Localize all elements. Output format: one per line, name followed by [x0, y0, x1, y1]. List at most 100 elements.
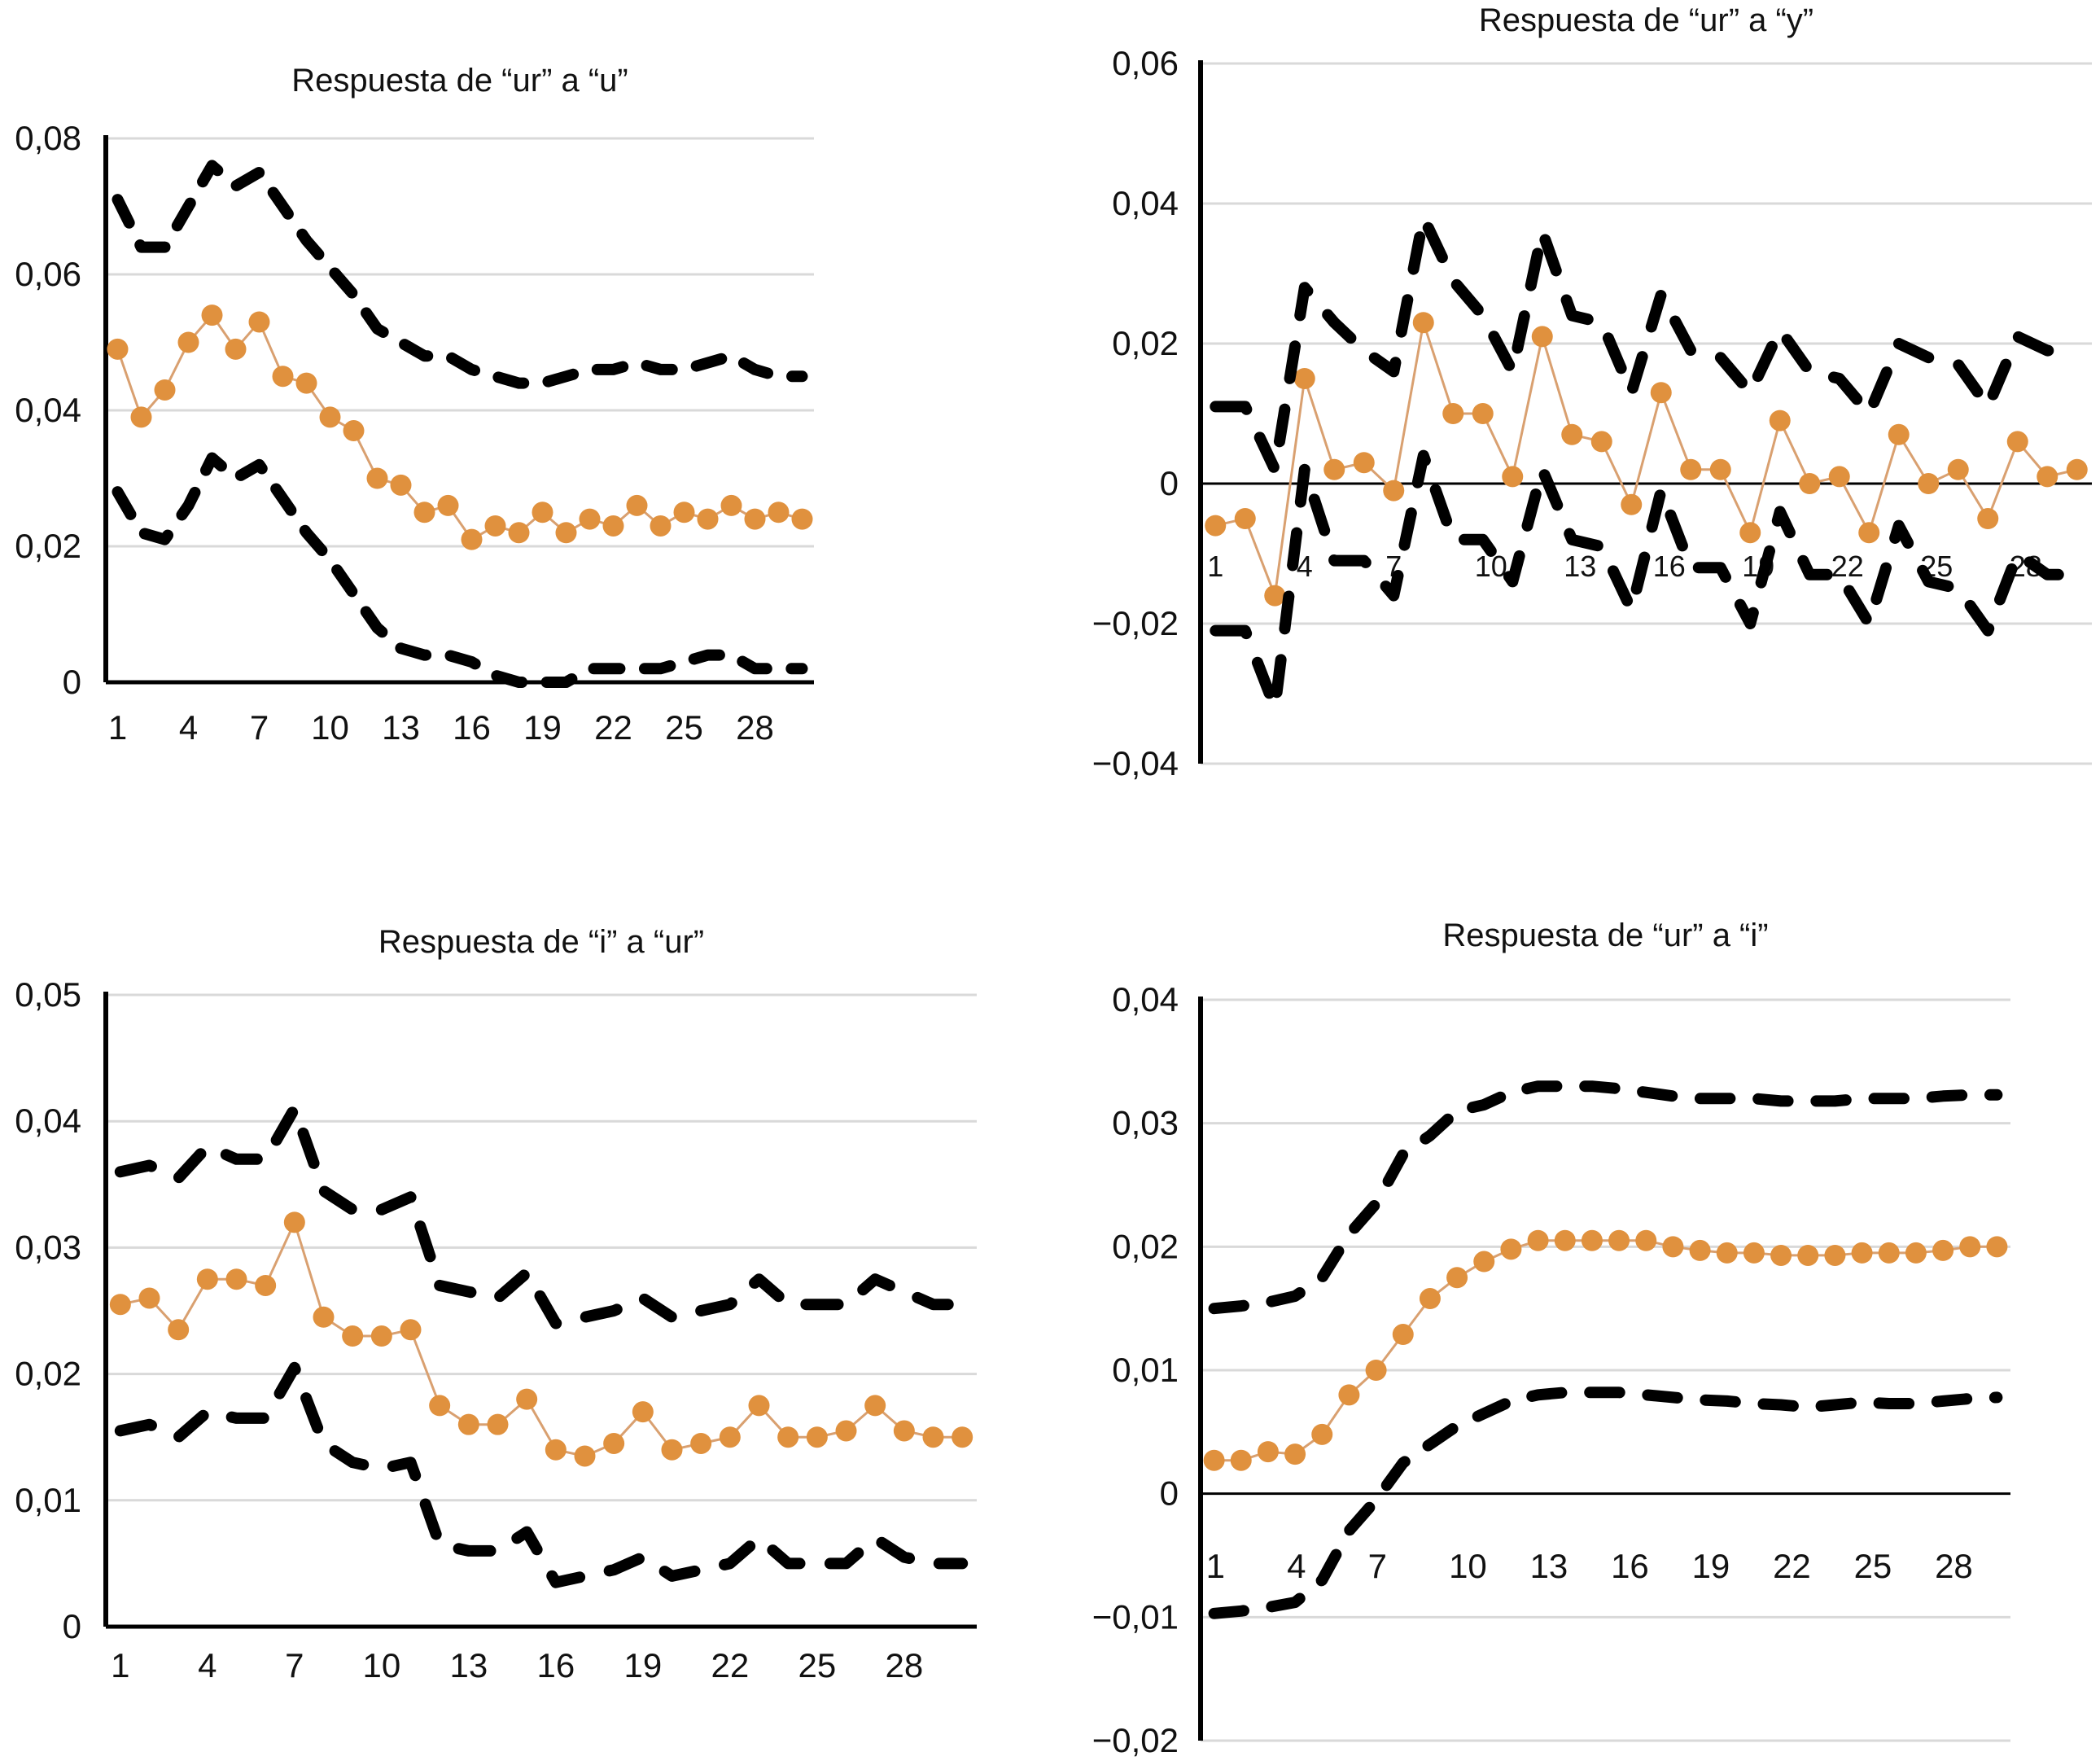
response-point — [343, 420, 365, 442]
x-tick-label: 13 — [1564, 550, 1596, 583]
response-point — [400, 1319, 422, 1341]
response-point — [461, 528, 483, 550]
response-point — [1383, 480, 1405, 502]
chart-title: Respuesta de “ur” a “u” — [291, 63, 628, 99]
response-point — [1905, 1242, 1927, 1264]
x-tick-label: 22 — [1831, 550, 1864, 583]
response-point — [1743, 1242, 1765, 1264]
response-point — [1824, 1244, 1846, 1266]
y-tick-label: 0 — [1160, 1474, 1179, 1513]
lower-band-line — [1210, 449, 2083, 714]
response-point — [673, 502, 695, 523]
response-point — [1959, 1236, 1981, 1258]
response-point — [1561, 423, 1583, 445]
response-point — [1932, 1239, 1954, 1261]
response-point — [650, 515, 672, 537]
response-point — [516, 1388, 538, 1410]
response-point — [130, 406, 152, 428]
response-point — [457, 1413, 479, 1435]
response-point — [1590, 431, 1612, 453]
lower-band-line — [114, 1361, 969, 1588]
y-tick-label: 0,02 — [1112, 1227, 1179, 1265]
y-tick-label: −0,04 — [1092, 744, 1179, 782]
response-point — [1365, 1360, 1387, 1381]
x-tick-label: 16 — [1653, 550, 1686, 583]
response-point — [719, 1426, 741, 1448]
response-point — [1264, 585, 1286, 607]
response-point — [1977, 508, 1999, 529]
chart-panel-ur-u: Respuesta de “ur” a “u” 0 0,02 0,04 0,06 0,08… — [0, 33, 855, 765]
response-point — [720, 494, 742, 516]
chart-title: Respuesta de “ur” a “y” — [1479, 2, 1813, 38]
chart-svg: Respuesta de “i” a “ur” 0 0,01 0,02 0,03 0,04… — [15, 924, 977, 1684]
x-tick-label: 19 — [623, 1646, 662, 1684]
response-point — [1797, 1244, 1819, 1266]
response-point — [1888, 423, 1910, 445]
x-tick-label: 28 — [1935, 1547, 1973, 1585]
response-point — [1878, 1242, 1900, 1264]
x-tick-label: 10 — [1449, 1547, 1487, 1585]
response-point — [602, 515, 624, 537]
response-point — [1947, 458, 1969, 480]
response-point — [748, 1395, 770, 1417]
response-line — [1214, 1239, 1997, 1462]
response-point — [107, 338, 129, 360]
response-point — [1293, 368, 1315, 389]
x-tick-label: 1 — [111, 1646, 129, 1684]
x-tick-label: 19 — [523, 708, 562, 747]
response-point — [1739, 522, 1761, 544]
x-tick-label: 28 — [885, 1646, 923, 1684]
chart-svg: Respuesta de “ur” a “u” 0 0,02 0,04 0,06 0,08… — [15, 63, 814, 747]
response-point — [864, 1395, 886, 1417]
response-point — [1608, 1229, 1630, 1251]
response-point — [690, 1432, 712, 1454]
response-point — [1554, 1229, 1576, 1251]
response-point — [1918, 473, 1940, 494]
lower-band-line — [1208, 1386, 2003, 1619]
response-point — [545, 1439, 567, 1461]
response-point — [893, 1420, 915, 1442]
response-point — [1338, 1384, 1360, 1406]
response-point — [806, 1426, 828, 1448]
y-tick-label: 0,06 — [1112, 44, 1179, 82]
response-line — [116, 313, 803, 541]
x-tick-label: 22 — [711, 1646, 749, 1684]
response-point — [768, 502, 790, 523]
x-tick-label: 28 — [736, 708, 774, 747]
x-tick-label: 4 — [198, 1646, 217, 1684]
response-point — [1473, 1251, 1495, 1273]
response-point — [1203, 1449, 1225, 1471]
response-point — [154, 379, 176, 401]
response-point — [484, 515, 506, 537]
response-point — [508, 522, 530, 544]
response-point — [1527, 1229, 1549, 1251]
response-point — [370, 1325, 392, 1347]
response-point — [1986, 1236, 2008, 1258]
response-point — [1650, 382, 1672, 404]
response-point — [201, 304, 223, 326]
response-point — [390, 474, 412, 496]
response-point — [272, 366, 294, 388]
y-tick-label: 0,05 — [15, 975, 81, 1014]
response-point — [744, 508, 766, 530]
y-tick-label: 0 — [63, 1607, 81, 1645]
x-tick-label: 19 — [1692, 1547, 1730, 1585]
chart-panel-i-ur: Respuesta de “i” a “ur” 0 0,01 0,02 0,03 0,04… — [0, 896, 1017, 1710]
response-point — [177, 331, 199, 353]
x-tick-label: 10 — [362, 1646, 400, 1684]
y-tick-label: 0 — [1160, 464, 1179, 502]
response-point — [626, 494, 648, 516]
chart-panel-ur-i: Respuesta de “ur” a “i” −0,02 −0,01 0 0,01 0,… — [1050, 896, 2100, 1759]
response-point — [295, 372, 317, 394]
x-tick-label: 25 — [1854, 1547, 1892, 1585]
response-point — [579, 508, 601, 530]
y-tick-label: 0,04 — [1112, 184, 1179, 222]
response-point — [1709, 458, 1731, 480]
response-point — [777, 1426, 799, 1448]
response-point — [413, 502, 435, 523]
response-point — [1442, 403, 1464, 424]
response-point — [835, 1420, 857, 1442]
response-point — [109, 1294, 131, 1316]
x-tick-label: 13 — [382, 708, 420, 747]
response-point — [697, 508, 719, 530]
